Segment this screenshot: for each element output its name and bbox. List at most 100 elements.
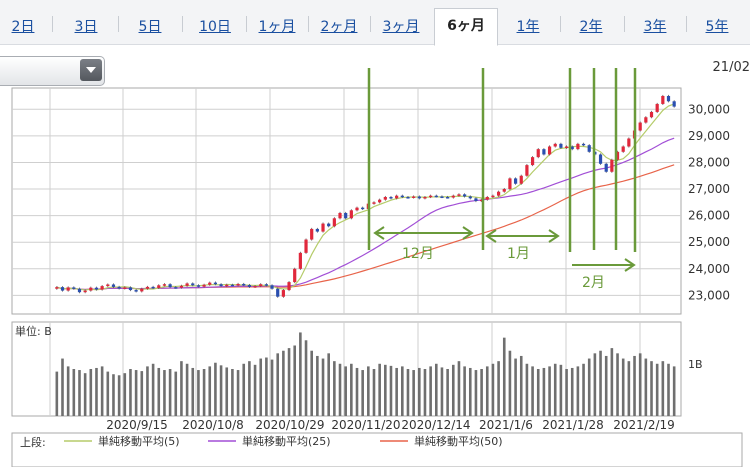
volume-bar (248, 361, 251, 416)
volume-bar (485, 366, 489, 416)
candlestick (672, 101, 676, 107)
candlestick (145, 286, 150, 289)
candlestick (615, 151, 620, 160)
candlestick (349, 210, 353, 219)
volume-bar (372, 369, 376, 416)
tab-5-days[interactable]: 5日 (138, 19, 162, 35)
legend-prefix: 上段: (20, 435, 46, 449)
annotation-label-december: 12月 (402, 246, 434, 262)
volume-bar (321, 358, 325, 416)
candlestick (559, 143, 563, 148)
volume-bar (304, 340, 308, 416)
volume-tick-label: 1B (688, 358, 703, 371)
volume-bar (174, 371, 178, 416)
volume-bar (208, 366, 212, 416)
volume-bar (214, 362, 217, 416)
legend-label: 単純移動平均(25) (242, 434, 331, 448)
volume-bar (536, 369, 540, 416)
volume-bar (219, 365, 223, 416)
volume-bar (259, 358, 263, 416)
volume-bar (429, 366, 432, 416)
tab-1-month[interactable]: 1ヶ月 (258, 19, 296, 35)
candlestick (547, 146, 552, 155)
candlestick (242, 283, 246, 286)
volume-bar (587, 358, 591, 416)
candlestick (259, 284, 263, 287)
volume-bar (401, 366, 404, 416)
price-tick-label: 24,000 (688, 262, 730, 276)
tab-1-year[interactable]: 1年 (516, 19, 540, 35)
volume-bar (123, 373, 127, 416)
volume-bar (112, 374, 115, 416)
volume-bar (502, 337, 506, 416)
volume-bar (72, 369, 76, 416)
tab-2-days[interactable]: 2日 (11, 19, 35, 35)
volume-bar (310, 350, 313, 416)
candlestick (361, 207, 365, 210)
chevron-down-icon[interactable] (80, 59, 102, 81)
tab-3-days[interactable]: 3日 (74, 19, 98, 35)
february-arrow-head (624, 258, 636, 272)
candlestick (196, 285, 201, 287)
tab-6-months[interactable]: 6ヶ月 (434, 8, 498, 46)
volume-bar (151, 363, 155, 416)
tab-10-days[interactable]: 10日 (199, 19, 231, 35)
candlestick (89, 287, 93, 291)
volume-bar (265, 357, 268, 416)
volume-bar (344, 366, 347, 416)
volume-bar (412, 370, 415, 416)
candlestick (344, 212, 348, 219)
x-tick-label: 2020/11/20 (331, 418, 400, 432)
volume-bar (106, 371, 110, 416)
tab-5-years[interactable]: 5年 (705, 19, 729, 35)
volume-bar (548, 366, 551, 416)
volume-bar (163, 370, 166, 416)
candlestick (610, 159, 614, 172)
volume-bar (395, 367, 398, 416)
candlestick (564, 146, 569, 148)
candlestick (627, 138, 631, 147)
volume-bar (531, 366, 534, 416)
volume-bar (423, 369, 427, 416)
candlestick (463, 194, 467, 197)
candlestick (389, 197, 393, 199)
december-arrow-head (373, 226, 385, 240)
chart-type-select[interactable] (0, 56, 105, 86)
volume-bar (542, 367, 546, 416)
volume-bar (299, 332, 302, 416)
volume-bar (463, 366, 466, 416)
candlestick (480, 199, 484, 202)
tab-3-months[interactable]: 3ヶ月 (382, 19, 420, 35)
price-tick-label: 27,000 (688, 182, 730, 196)
volume-bar (89, 369, 93, 416)
volume-bar (565, 369, 568, 416)
candlestick (502, 189, 506, 192)
volume-bar (655, 363, 659, 416)
current-date-label: 21/02 (712, 60, 750, 75)
volume-bar (180, 361, 183, 416)
volume-bar (497, 361, 500, 416)
volume-bar (140, 371, 144, 416)
volume-bar (474, 370, 478, 416)
tab-2-months[interactable]: 2ヶ月 (320, 19, 358, 35)
x-tick-label: 2020/12/14 (401, 418, 470, 432)
candlestick (174, 287, 178, 289)
price-tick-label: 23,000 (688, 288, 730, 302)
candlestick (491, 195, 495, 198)
tab-2-years[interactable]: 2年 (579, 19, 603, 35)
volume-bar (168, 369, 172, 416)
candlestick (661, 95, 665, 104)
candlestick (123, 287, 127, 289)
candlestick (140, 288, 144, 292)
volume-bar (355, 367, 359, 416)
candlestick (276, 288, 280, 297)
tab-3-years[interactable]: 3年 (643, 19, 667, 35)
volume-bar (440, 367, 444, 416)
candlestick (202, 284, 206, 287)
candlestick (655, 103, 659, 112)
candlestick (576, 143, 580, 150)
volume-bar (66, 366, 70, 416)
candlestick (332, 218, 336, 227)
candlestick (213, 282, 218, 285)
